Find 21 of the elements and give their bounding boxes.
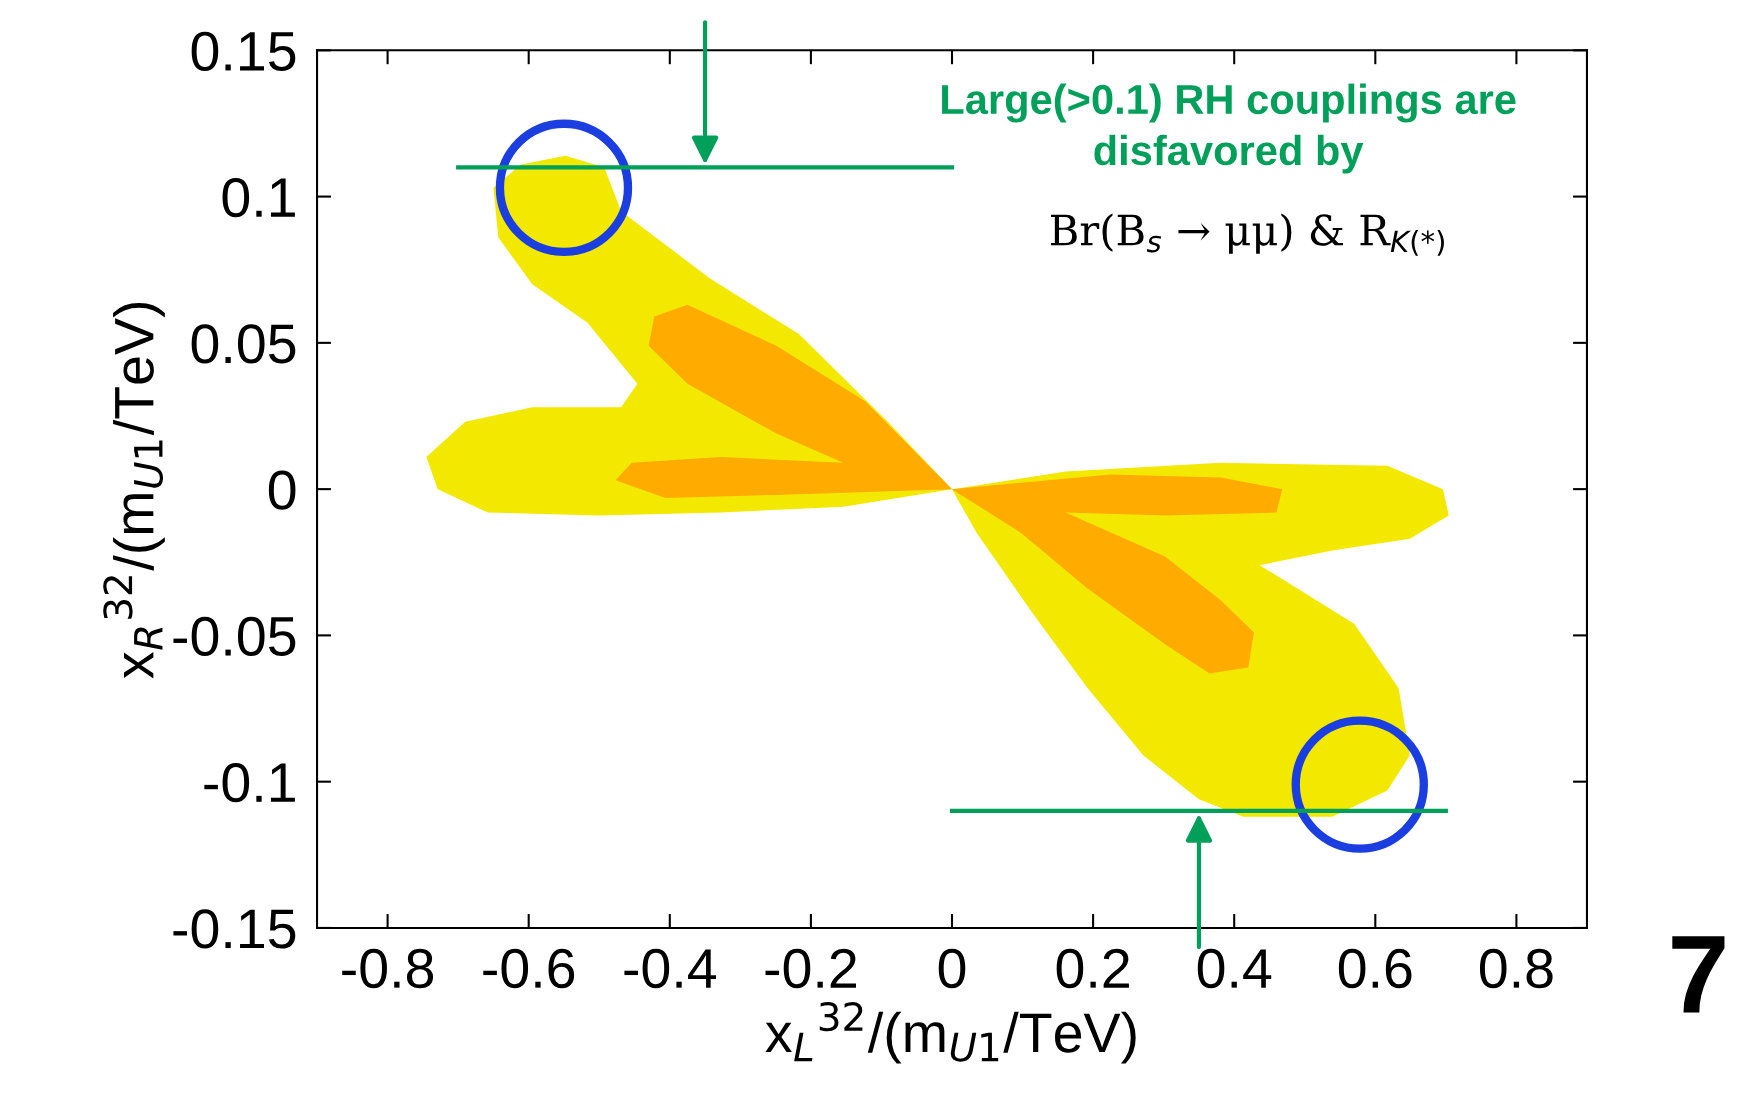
annotation: Br(B$_{s}$ → μμ) & R$_{K(*)}$: [1050, 213, 1444, 256]
annotation: Large(>0.1) RH couplings are disfavored by: [942, 83, 1516, 174]
y-tick-label: 0.05: [191, 324, 296, 364]
x-tick-label: 0.2: [1056, 948, 1129, 989]
y-tick-label: -0.05: [173, 616, 296, 657]
y-axis-title: x$_{R}$$^{32}$/(m$_{U1}$/TeV): [103, 302, 165, 679]
y-tick-label: 0: [268, 470, 296, 510]
x-tick-label: -0.8: [342, 948, 434, 989]
y-tick-label: -0.15: [173, 909, 296, 949]
x-axis-title: x$_{L}$$^{32}$/(m$_{U1}$/TeV): [765, 1001, 1136, 1064]
y-tick-label: 0.15: [191, 31, 296, 71]
x-tick-label: -0.6: [483, 948, 575, 989]
x-tick-label: 0.6: [1338, 948, 1412, 989]
x-tick-label: -0.2: [765, 948, 856, 989]
x-tick-label: -0.4: [624, 948, 717, 989]
x-tick-label: 0.8: [1479, 948, 1553, 989]
y-tick-label: 0.1: [222, 177, 295, 218]
text: 7: [1672, 936, 1725, 1013]
x-tick-label: 0: [938, 948, 966, 989]
x-tick-label: 0.4: [1197, 948, 1272, 989]
y-tick-label: -0.1: [204, 763, 295, 803]
